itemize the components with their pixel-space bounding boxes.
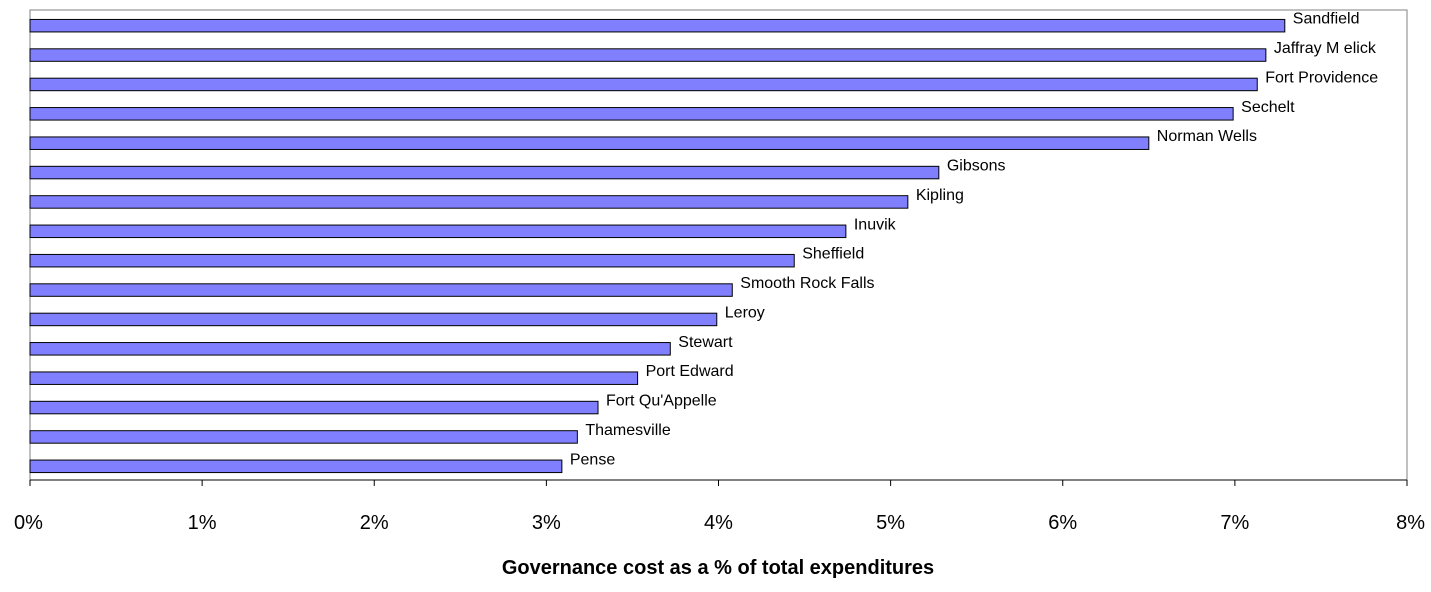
bar-category-label: Thamesville [585, 422, 670, 439]
bar-category-label: Kipling [916, 187, 964, 204]
bar [29, 371, 639, 385]
x-tick-label: 8% [1396, 512, 1425, 534]
bar-category-label: Port Edward [646, 363, 734, 380]
bar [29, 77, 1258, 92]
bar [29, 165, 940, 180]
bar [29, 136, 1150, 150]
bar-category-label: Fort Providence [1265, 69, 1378, 86]
bar-category-label: Sheffield [802, 246, 864, 263]
bar-category-label: Sandfield [1293, 11, 1360, 28]
bar-labels-layer: Sandfield Jaffray M elick Fort Providence S… [570, 11, 1378, 469]
x-tick-label: 3% [532, 512, 561, 534]
bar-category-label: Stewart [678, 334, 733, 351]
bar-category-label: Fort Qu'Appelle [606, 393, 717, 410]
bar-category-label: Pense [570, 451, 615, 468]
bar [29, 48, 1267, 62]
bar-category-label: Inuvik [854, 216, 897, 233]
bar [29, 342, 671, 356]
bar-category-label: Gibsons [947, 158, 1006, 175]
x-tick-labels-layer: 0% 1% 2% 3% 4% 5% 6% 7% 8% [14, 512, 1425, 534]
x-tick-label: 2% [360, 512, 389, 534]
bar [29, 283, 733, 297]
bar [29, 18, 1286, 33]
bar [29, 400, 599, 415]
bar [29, 195, 909, 209]
bar-category-label: Jaffray M elick [1274, 40, 1377, 57]
x-tick-label: 4% [704, 512, 733, 534]
x-tick-label: 0% [14, 512, 43, 534]
x-ticks-layer [29, 480, 1408, 486]
bar-category-label: Sechelt [1241, 99, 1295, 116]
x-tick-label: 7% [1220, 512, 1249, 534]
bar [29, 224, 847, 239]
bar [29, 107, 1234, 121]
x-axis-title: Governance cost as a % of total expendit… [502, 557, 934, 579]
x-tick-label: 6% [1048, 512, 1077, 534]
bar [29, 430, 578, 444]
x-tick-label: 1% [188, 512, 217, 534]
bar-category-label: Leroy [725, 304, 765, 321]
bar [29, 253, 795, 268]
bars-layer [29, 18, 1286, 474]
bar [29, 459, 563, 474]
bar [29, 312, 718, 327]
bar-category-label: Smooth Rock Falls [740, 275, 874, 292]
x-tick-label: 5% [876, 512, 905, 534]
bar-category-label: Norman Wells [1157, 128, 1257, 145]
